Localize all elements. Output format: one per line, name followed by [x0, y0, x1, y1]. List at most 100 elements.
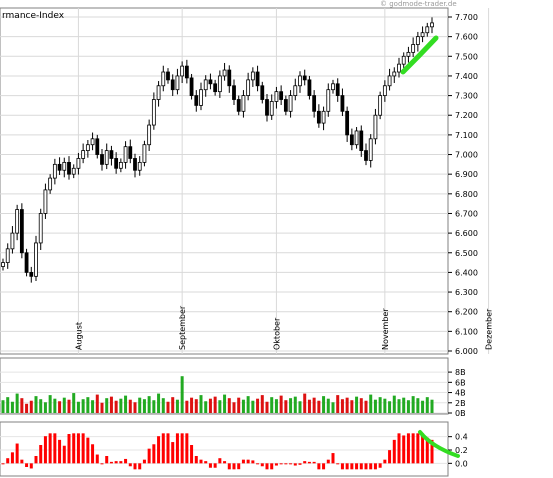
- candle: [43, 183, 48, 219]
- volume-bar: [114, 400, 118, 413]
- candle: [340, 88, 345, 117]
- candle: [316, 104, 321, 128]
- candle: [227, 65, 232, 93]
- indicator-bar: [270, 463, 274, 470]
- volume-bar: [416, 398, 420, 413]
- indicator-bar: [29, 463, 33, 469]
- candle: [255, 65, 260, 92]
- candle: [260, 81, 265, 104]
- indicator-bar: [279, 463, 283, 465]
- candles: [1, 17, 434, 283]
- indicator-bar: [265, 463, 269, 470]
- volume-bar: [166, 401, 170, 413]
- volume-bar: [48, 395, 52, 413]
- y-tick-label: 6.500: [455, 249, 478, 258]
- indicator-bar: [1, 463, 5, 465]
- indicator-bar: [274, 463, 278, 466]
- candle: [34, 235, 38, 282]
- indicator-bar: [20, 459, 24, 464]
- indicator-bar: [208, 463, 212, 468]
- volume-bar: [345, 397, 349, 413]
- price-axis: 6.000 6.100 6.200 6.300 6.400 6.500 6.600 6.700…: [448, 13, 478, 356]
- y-tick-label: 6.000: [455, 347, 478, 356]
- indicator-bar: [100, 463, 104, 465]
- volume-bar: [1, 400, 5, 413]
- indicator-bar: [34, 456, 38, 464]
- volume-bar: [265, 401, 269, 413]
- volume-bar: [199, 395, 203, 413]
- indicator-bar: [383, 459, 387, 464]
- candle: [203, 75, 208, 97]
- volume-bar: [190, 397, 194, 413]
- volume-bar: [20, 398, 24, 413]
- indicator-bar: [364, 463, 368, 470]
- y-tick-label: 7.500: [455, 52, 478, 61]
- indicator-panel: 0.0 0.2 0.4: [0, 421, 468, 477]
- volume-bars: [1, 376, 434, 413]
- volume-bar: [274, 399, 278, 413]
- volume-bar: [355, 396, 359, 413]
- volume-bar: [411, 396, 415, 413]
- candle: [373, 108, 378, 145]
- candle: [10, 226, 15, 254]
- y-tick-label: 7.000: [455, 151, 478, 160]
- watermark: © godmode-trader.de: [380, 0, 457, 8]
- volume-bar: [284, 400, 288, 413]
- indicator-bar: [322, 463, 326, 470]
- indicator-bar: [39, 445, 43, 464]
- indicator-bar: [114, 461, 118, 464]
- indicator-bar: [147, 448, 151, 464]
- candle: [5, 243, 10, 269]
- indicator-bar: [62, 445, 66, 464]
- volume-bar: [204, 401, 208, 413]
- candle: [236, 95, 241, 116]
- y-tick-label: 4B: [455, 389, 466, 398]
- indicator-bar: [237, 463, 241, 470]
- candle: [368, 134, 373, 168]
- candle: [302, 69, 307, 86]
- volume-bar: [378, 397, 382, 413]
- volume-bar: [39, 399, 43, 413]
- volume-bar: [312, 397, 316, 413]
- volume-bar: [331, 402, 335, 413]
- y-tick-label: 8B: [455, 368, 466, 377]
- main-grid: [0, 8, 490, 354]
- volume-bar: [58, 401, 62, 413]
- volume-bar: [180, 376, 184, 413]
- indicator-bar: [213, 463, 217, 468]
- candle: [293, 78, 298, 101]
- candle: [147, 119, 152, 151]
- indicator-bar: [430, 439, 434, 464]
- y-tick-label: 0.0: [455, 459, 468, 468]
- indicator-bar: [199, 459, 203, 464]
- indicator-bar: [76, 433, 80, 464]
- candle: [1, 258, 5, 271]
- indicator-bar: [190, 445, 194, 464]
- volume-bar: [119, 398, 123, 413]
- indicator-panel-frame: [0, 421, 449, 477]
- volume-bar: [256, 398, 260, 413]
- indicator-bar: [67, 434, 71, 464]
- candle: [100, 149, 104, 171]
- volume-bar: [298, 401, 302, 413]
- candle: [128, 139, 133, 164]
- indicator-bar: [340, 463, 344, 470]
- candle: [133, 153, 137, 178]
- indicator-bar: [142, 459, 146, 464]
- candle: [166, 68, 170, 84]
- volume-bar: [157, 393, 161, 413]
- candle: [67, 156, 71, 180]
- candle: [137, 156, 142, 176]
- indicator-bar: [227, 463, 231, 470]
- indicator-bar: [119, 461, 123, 464]
- candle: [62, 157, 67, 178]
- month-label: September: [178, 305, 187, 350]
- y-tick-label: 6.100: [455, 327, 478, 336]
- candle: [194, 90, 199, 112]
- volume-bar: [425, 397, 429, 413]
- indicator-bar: [91, 444, 95, 464]
- volume-bar: [303, 393, 307, 413]
- volume-bar: [175, 399, 179, 413]
